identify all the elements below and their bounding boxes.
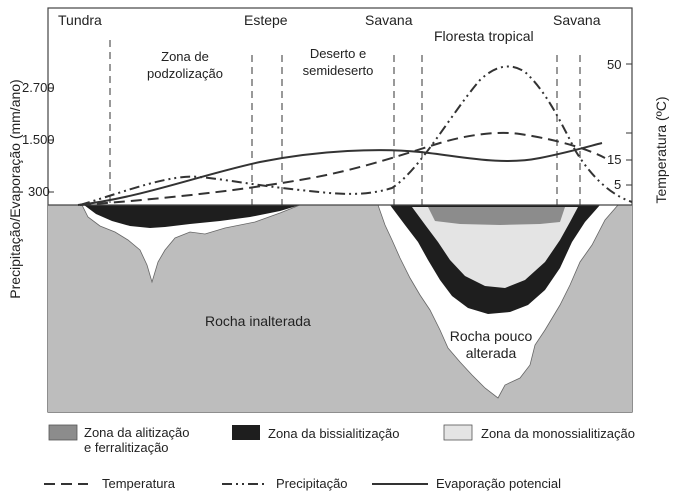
right-tick-50: 50: [607, 57, 622, 72]
right-tick-5: 5: [614, 177, 622, 192]
legend-label-temperatura: Temperatura: [102, 476, 175, 491]
zone-savana-right: Savana: [553, 12, 601, 28]
label-rocha-pouco-line1: Rocha pouco: [449, 328, 533, 344]
label-rocha-inalterada: Rocha inalterada: [205, 313, 311, 329]
right-axis-ticks: [626, 63, 632, 186]
zone-podzolizacao: Zona de podzolização: [130, 48, 240, 82]
right-tick-15: 15: [607, 152, 622, 167]
left-tick-300: 300: [28, 184, 50, 199]
alitizacao-area: [428, 207, 565, 225]
zone-estepe: Estepe: [244, 12, 288, 28]
legend-label-alitizacao: Zona da alitização e ferralitização: [84, 425, 190, 455]
right-axis-title: Temperatura (ºC): [653, 96, 669, 204]
legend-label-evaporacao: Evaporação potencial: [436, 476, 562, 491]
curva-temperatura: [79, 131, 606, 206]
zone-tundra: Tundra: [58, 12, 102, 28]
left-axis-ticks: [48, 87, 54, 193]
zone-deserto: Deserto e semideserto: [283, 45, 393, 79]
bissialitizacao-esquerda: [84, 205, 300, 228]
left-tick-1500: 1.500: [22, 132, 55, 147]
monossialitizacao-area: [412, 207, 578, 288]
legend-swatch-alitizacao: [48, 424, 78, 441]
zone-podzolizacao-line2: podzolização: [147, 66, 223, 81]
zone-floresta-tropical: Floresta tropical: [434, 28, 534, 44]
legend-label-precipitacao: Precipitação: [276, 476, 348, 491]
legend-alitizacao-line2: e ferralitização: [84, 440, 169, 455]
legend-swatch-monossialitizacao: [443, 424, 473, 441]
legend-swatch-bissialitizacao: [232, 425, 260, 440]
legend-alitizacao-line1: Zona da alitização: [84, 425, 190, 440]
zone-dividers: [109, 40, 581, 205]
label-rocha-pouco-line2: alterada: [465, 345, 517, 361]
curva-precipitacao: [79, 65, 633, 206]
zone-podzolizacao-line1: Zona de: [161, 49, 209, 64]
legend-label-monossialitizacao: Zona da monossialitização: [481, 426, 635, 441]
left-axis-title: Precipitação/Evaporação (mm/ano): [7, 79, 23, 299]
curva-evaporacao: [77, 142, 603, 206]
left-tick-2700: 2.700: [22, 80, 55, 95]
legend-label-bissialitizacao: Zona da bissialitização: [268, 426, 400, 441]
zone-deserto-line1: Deserto e: [309, 46, 367, 61]
zone-savana-left: Savana: [365, 12, 413, 28]
zone-deserto-line2: semideserto: [302, 63, 374, 78]
label-rocha-pouco-alterada: Rocha pouco alterada: [436, 328, 546, 362]
